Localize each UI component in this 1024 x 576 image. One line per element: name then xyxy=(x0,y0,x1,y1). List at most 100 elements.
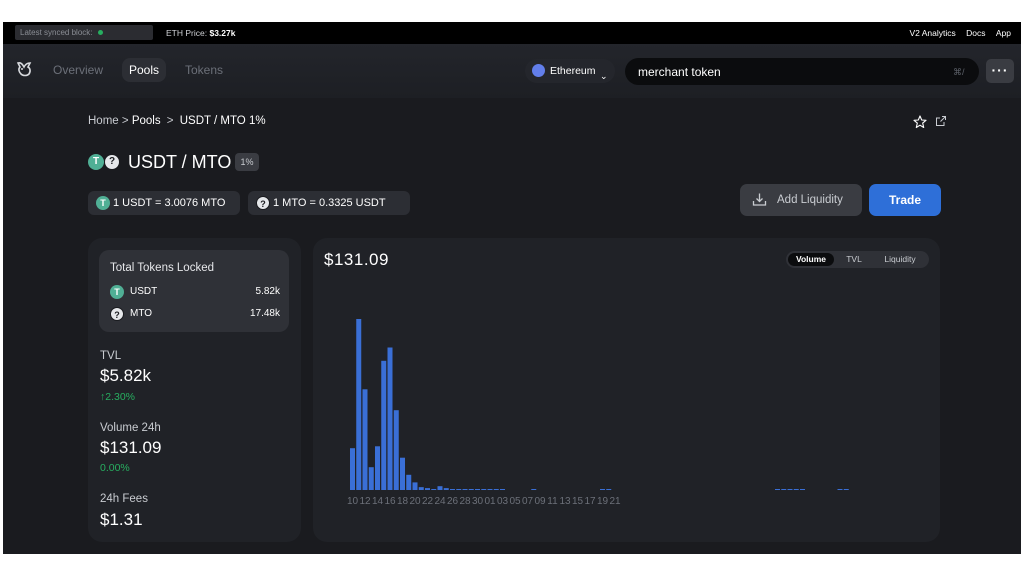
mto-token-icon: ? xyxy=(256,196,270,210)
chart-current-value: $131.09 xyxy=(324,250,389,269)
volume-bar[interactable] xyxy=(843,489,849,490)
chart-type-toggle: Volume TVL Liquidity xyxy=(786,251,929,268)
rate-mto-usdt-text: 1 MTO = 0.3325 USDT xyxy=(273,197,386,209)
network-label: Ethereum xyxy=(550,65,596,77)
x-tick-label: 14 xyxy=(372,496,384,507)
tvl-label: TVL xyxy=(100,350,122,362)
rate-mto-usdt[interactable]: ? 1 MTO = 0.3325 USDT xyxy=(248,191,410,215)
usdt-token-icon: T xyxy=(96,196,110,210)
tab-pools[interactable]: Pools xyxy=(122,58,167,82)
locked-symbol: USDT xyxy=(130,286,158,297)
volume-bar[interactable] xyxy=(412,482,418,490)
x-tick-label: 12 xyxy=(359,496,371,507)
volume-bar[interactable] xyxy=(368,467,374,490)
main-nav: Overview Pools Tokens Ethereum ⌄ ⌘/ ··· xyxy=(3,44,1021,98)
x-tick-label: 11 xyxy=(547,496,558,507)
total-tokens-locked-card: Total Tokens Locked T USDT 5.82k ? MTO 1… xyxy=(99,250,289,332)
volume-bar[interactable] xyxy=(500,489,505,490)
star-icon[interactable] xyxy=(913,115,927,129)
breadcrumb-home[interactable]: Home xyxy=(88,115,119,127)
volume-bar[interactable] xyxy=(800,489,805,490)
volume-bar[interactable] xyxy=(468,489,474,490)
volume-bar[interactable] xyxy=(400,457,405,490)
link-app[interactable]: App xyxy=(995,28,1011,38)
rate-usdt-mto-text: 1 USDT = 3.0076 MTO xyxy=(113,197,226,209)
volume-bar[interactable] xyxy=(350,448,355,490)
volume-bar[interactable] xyxy=(375,446,380,490)
volume-bar-chart[interactable]: 10 12 14 16 18 20 22 24 26 28 30 01 03 05 07 09 11 13 15 17… xyxy=(313,238,940,542)
volume-bar[interactable] xyxy=(475,489,480,490)
volume-bar[interactable] xyxy=(437,486,443,490)
volume-bar[interactable] xyxy=(493,489,499,490)
volume-bar[interactable] xyxy=(425,488,430,490)
volume-bar[interactable] xyxy=(837,489,843,490)
app-window: Latest synced block: ETH Price: $3.27k V… xyxy=(3,22,1021,554)
volume-label: Volume 24h xyxy=(100,422,161,434)
breadcrumb: Home > Pools > USDT / MTO 1% xyxy=(88,115,266,127)
add-liquidity-button[interactable]: Add Liquidity xyxy=(740,184,862,216)
ethereum-icon xyxy=(532,64,545,77)
volume-bar[interactable] xyxy=(600,489,605,490)
volume-bar[interactable] xyxy=(443,488,449,490)
external-link-icon[interactable] xyxy=(935,115,947,127)
x-tick-label: 09 xyxy=(534,496,546,507)
toggle-liquidity[interactable]: Liquidity xyxy=(884,254,916,264)
x-tick-label: 26 xyxy=(447,496,459,507)
volume-change: 0.00% xyxy=(100,462,130,474)
volume-bar[interactable] xyxy=(418,487,424,490)
link-v2-analytics[interactable]: V2 Analytics xyxy=(909,28,956,38)
breadcrumb-pools[interactable]: Pools xyxy=(131,115,161,127)
volume-bar[interactable] xyxy=(531,489,537,490)
search-shortcut: ⌘/ xyxy=(953,67,965,77)
volume-bar[interactable] xyxy=(393,410,399,490)
toggle-tvl[interactable]: TVL xyxy=(846,254,862,264)
mto-token-icon: ? xyxy=(110,307,124,321)
top-links: V2 Analytics Docs App xyxy=(901,22,1011,44)
x-tick-label: 17 xyxy=(584,496,596,507)
x-tick-label: 07 xyxy=(522,496,534,507)
network-selector[interactable]: Ethereum ⌄ xyxy=(525,59,615,83)
toggle-volume[interactable]: Volume xyxy=(788,253,834,266)
tab-overview[interactable]: Overview xyxy=(53,63,104,77)
volume-bar[interactable] xyxy=(481,489,487,490)
top-status-bar: Latest synced block: ETH Price: $3.27k V… xyxy=(3,22,1021,44)
pool-pair-name: USDT / MTO xyxy=(128,152,232,172)
volume-bar[interactable] xyxy=(362,389,368,490)
more-menu-button[interactable]: ··· xyxy=(986,59,1014,83)
volume-bar[interactable] xyxy=(406,474,412,490)
tab-tokens[interactable]: Tokens xyxy=(185,63,224,77)
breadcrumb-sep: > xyxy=(166,115,174,127)
x-tick-label: 28 xyxy=(459,496,471,507)
x-tick-label: 19 xyxy=(597,496,609,507)
x-tick-label: 18 xyxy=(397,496,409,507)
locked-amount: 5.82k xyxy=(255,286,280,297)
volume-bar[interactable] xyxy=(487,489,493,490)
usdt-token-icon: T xyxy=(110,285,124,299)
rate-usdt-mto[interactable]: T 1 USDT = 3.0076 MTO xyxy=(88,191,240,215)
volume-bar[interactable] xyxy=(431,489,437,490)
sync-label: Latest synced block: xyxy=(20,28,93,37)
volume-bar[interactable] xyxy=(793,489,799,490)
breadcrumb-sep: > xyxy=(121,115,129,127)
volume-bar[interactable] xyxy=(456,489,462,490)
uniswap-logo-icon[interactable] xyxy=(14,59,34,79)
volume-bar[interactable] xyxy=(356,319,362,490)
x-tick-label: 10 xyxy=(347,496,359,507)
eth-price-value: $3.27k xyxy=(209,28,236,38)
volume-bar[interactable] xyxy=(462,489,468,490)
volume-bar[interactable] xyxy=(381,360,387,490)
volume-bar[interactable] xyxy=(450,489,455,490)
search-input[interactable] xyxy=(625,58,979,85)
add-liquidity-label: Add Liquidity xyxy=(777,194,843,206)
chevron-down-icon: ⌄ xyxy=(600,71,608,81)
x-tick-label: 30 xyxy=(472,496,484,507)
volume-bar[interactable] xyxy=(787,489,793,490)
volume-bar[interactable] xyxy=(781,489,787,490)
trade-button[interactable]: Trade xyxy=(869,184,941,216)
link-docs[interactable]: Docs xyxy=(966,28,986,38)
volume-bar[interactable] xyxy=(775,489,780,490)
volume-bar[interactable] xyxy=(606,489,612,490)
breadcrumb-current: USDT / MTO 1% xyxy=(179,115,266,127)
eth-price-label: ETH Price: xyxy=(166,28,208,38)
volume-bar[interactable] xyxy=(387,347,393,491)
